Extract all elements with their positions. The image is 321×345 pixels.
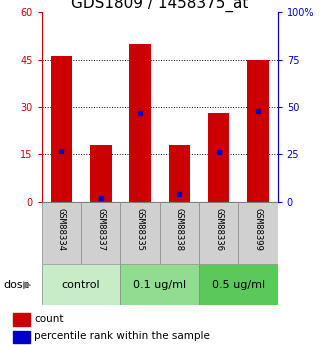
Bar — [169, 145, 190, 202]
Text: GSM88336: GSM88336 — [214, 208, 223, 251]
Title: GDS1809 / 1458375_at: GDS1809 / 1458375_at — [71, 0, 248, 12]
Bar — [238, 202, 278, 264]
Bar — [120, 202, 160, 264]
Bar — [199, 202, 238, 264]
Bar — [42, 264, 120, 305]
Text: GSM88335: GSM88335 — [135, 208, 144, 251]
Text: dose: dose — [3, 280, 30, 289]
Text: GSM88337: GSM88337 — [96, 208, 105, 251]
Text: 0.1 ug/ml: 0.1 ug/ml — [133, 280, 186, 289]
Bar — [160, 202, 199, 264]
Bar — [51, 56, 72, 202]
Text: percentile rank within the sample: percentile rank within the sample — [34, 331, 210, 341]
Bar — [208, 113, 230, 202]
Bar — [199, 264, 278, 305]
Bar — [81, 202, 120, 264]
Bar — [13, 331, 30, 343]
Bar — [120, 264, 199, 305]
Text: GSM88399: GSM88399 — [254, 208, 263, 251]
Text: 0.5 ug/ml: 0.5 ug/ml — [212, 280, 265, 289]
Text: ▶: ▶ — [23, 280, 32, 289]
Text: count: count — [34, 314, 64, 324]
Text: GSM88338: GSM88338 — [175, 208, 184, 251]
Bar — [247, 59, 269, 202]
Text: control: control — [62, 280, 100, 289]
Bar — [42, 202, 81, 264]
Bar — [129, 44, 151, 202]
Bar — [13, 314, 30, 326]
Text: GSM88334: GSM88334 — [57, 208, 66, 251]
Bar — [90, 145, 111, 202]
